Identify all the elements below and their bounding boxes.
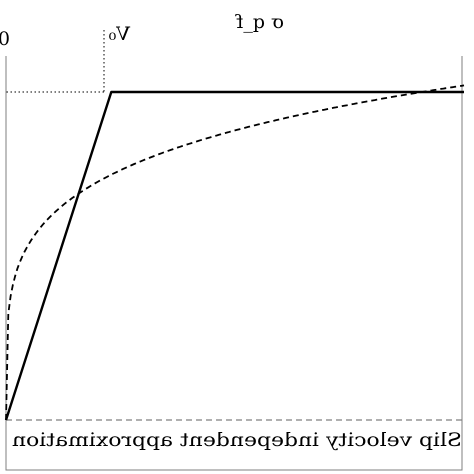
dashed-curve bbox=[5, 84, 465, 421]
tau-label: σ q_f bbox=[234, 11, 284, 33]
bottom-caption: Slip velocity independent approximation bbox=[12, 429, 462, 451]
solid-curve bbox=[4, 90, 464, 421]
mirrored-plot-group: 0 V₀ σ q_f Slip velocity independent app… bbox=[0, 11, 465, 471]
top-left-label: 0 bbox=[0, 28, 10, 50]
v0-label: V₀ bbox=[108, 23, 131, 45]
plot-frame bbox=[5, 56, 463, 471]
